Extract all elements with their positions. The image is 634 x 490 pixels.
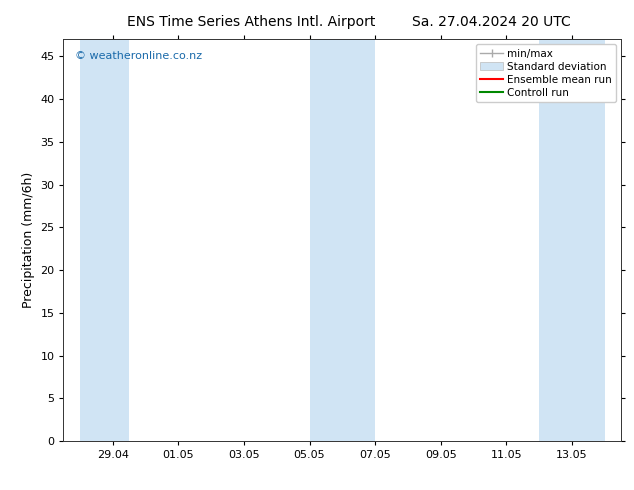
Bar	[540, 39, 605, 441]
Y-axis label: Precipitation (mm/6h): Precipitation (mm/6h)	[22, 172, 35, 308]
Legend: min/max, Standard deviation, Ensemble mean run, Controll run: min/max, Standard deviation, Ensemble me…	[476, 45, 616, 102]
Bar	[80, 39, 129, 441]
Text: Sa. 27.04.2024 20 UTC: Sa. 27.04.2024 20 UTC	[412, 15, 571, 29]
Bar	[309, 39, 375, 441]
Text: © weatheronline.co.nz: © weatheronline.co.nz	[75, 51, 202, 61]
Text: ENS Time Series Athens Intl. Airport: ENS Time Series Athens Intl. Airport	[127, 15, 375, 29]
